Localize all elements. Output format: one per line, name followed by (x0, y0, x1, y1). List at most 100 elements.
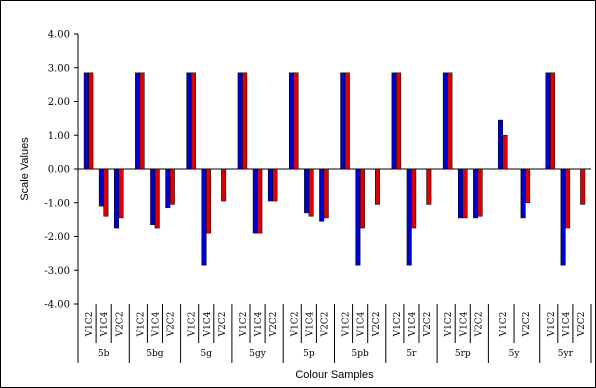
subgroup-label: V2C2 (474, 312, 484, 338)
bar-series-b (477, 168, 483, 217)
bar-series-a (355, 168, 361, 266)
bar-series-b (323, 168, 329, 219)
bar-series-a (304, 168, 310, 214)
category-label: 5g (201, 349, 213, 359)
y-tick-label: -4.00 (44, 300, 70, 311)
bar-series-b (502, 135, 508, 170)
subgroup-label: V1C4 (562, 311, 572, 337)
bar-series-b (118, 168, 124, 219)
subgroup-label: V1C2 (239, 312, 249, 338)
bar-series-b (525, 168, 531, 203)
subgroup-label: V1C4 (254, 311, 264, 337)
bar-series-a (135, 72, 141, 170)
subgroup-label: V1C2 (393, 312, 403, 338)
bar-series-b (139, 72, 145, 170)
bar-series-b (550, 72, 555, 170)
bar-series-b (206, 168, 211, 234)
bar-series-a (458, 168, 463, 219)
subgroup-label: V2C2 (218, 312, 228, 338)
bar-series-a (165, 168, 171, 209)
bar-series-a (520, 168, 526, 219)
y-tick-label: 3.00 (48, 63, 70, 74)
category-label: 5r (406, 349, 417, 359)
bar-series-a (201, 168, 207, 266)
subgroup-label: V1C4 (357, 311, 367, 337)
subgroup-label: V2C2 (167, 312, 177, 338)
y-tick-label: -1.00 (44, 198, 70, 209)
subgroup-label: V2C2 (372, 312, 382, 338)
y-axis-title: Scale Values (19, 137, 31, 201)
y-tick-label: 2.00 (48, 97, 70, 108)
bar-series-a (186, 72, 192, 170)
bar-series-a (319, 168, 325, 222)
bar-series-b (190, 72, 196, 170)
y-tick-label: -3.00 (44, 266, 70, 277)
subgroup-label: V2C2 (320, 312, 330, 338)
bar-series-a (442, 72, 448, 170)
bar-series-b (88, 72, 94, 170)
subgroup-label: V1C4 (305, 311, 315, 337)
category-label: 5gy (249, 349, 266, 359)
bar-series-b (242, 72, 248, 170)
bar-series-b (272, 168, 278, 202)
subgroup-label: V1C2 (444, 312, 454, 338)
bar-series-a (545, 72, 551, 170)
category-label: 5pb (352, 349, 369, 359)
bar-series-a (267, 168, 273, 202)
bar-series-a (391, 72, 397, 170)
bar-series-a (497, 119, 503, 170)
subgroup-label: V1C2 (136, 312, 146, 338)
bar-series-b (375, 168, 380, 205)
bar-series-a (237, 72, 243, 170)
subgroup-label: V1C4 (408, 311, 418, 337)
bar-series-a (252, 168, 258, 234)
bar-series-b (426, 168, 432, 205)
subgroup-label: V1C4 (151, 311, 161, 337)
category-label: 5b (98, 349, 110, 359)
bar-series-b (103, 168, 109, 217)
subgroup-label: V1C2 (342, 312, 352, 338)
bar-series-b (154, 168, 160, 229)
bar-series-a (406, 168, 412, 266)
bar-series-a (98, 168, 104, 207)
category-label: 5rp (455, 349, 471, 359)
subgroup-label: V1C2 (85, 312, 95, 338)
subgroup-label: V2C2 (115, 312, 125, 338)
bar-series-b (580, 168, 586, 205)
bar-series-a (560, 168, 566, 266)
subgroup-label: V2C2 (423, 312, 433, 338)
subgroup-label: V2C2 (269, 312, 279, 338)
y-tick-label: 1.00 (48, 131, 70, 142)
bar-series-b (447, 72, 453, 170)
bar-series-b (462, 168, 468, 219)
bar-series-b (293, 72, 299, 170)
y-tick-label: 4.00 (48, 30, 70, 41)
bar-series-a (473, 168, 479, 219)
bar-series-a (150, 168, 156, 225)
bar-series-b (344, 72, 350, 170)
bar-series-b (221, 168, 227, 202)
category-label: 5bg (146, 349, 163, 359)
category-label: 5p (303, 349, 315, 359)
subgroup-label: V1C2 (188, 312, 198, 338)
bar-series-b (257, 168, 263, 234)
category-label: 5yr (558, 349, 574, 359)
bar-series-a (340, 72, 346, 170)
bar-series-a (114, 168, 119, 229)
bar-series-a (83, 72, 89, 170)
bar-series-b (359, 168, 365, 229)
bar-series-b (169, 168, 175, 205)
subgroup-label: V2C2 (577, 312, 587, 338)
subgroup-label: V1C4 (100, 311, 110, 337)
bar-series-a (289, 72, 294, 170)
subgroup-label: V1C2 (499, 312, 509, 338)
subgroup-label: V1C4 (203, 311, 213, 337)
x-axis-title: Colour Samples (295, 369, 374, 381)
bar-series-b (411, 168, 417, 229)
y-tick-label: -2.00 (44, 232, 70, 243)
bar-series-b (396, 72, 402, 170)
subgroup-label: V1C2 (547, 312, 557, 338)
y-tick-label: 0.00 (48, 165, 70, 176)
category-label: 5y (509, 349, 521, 359)
